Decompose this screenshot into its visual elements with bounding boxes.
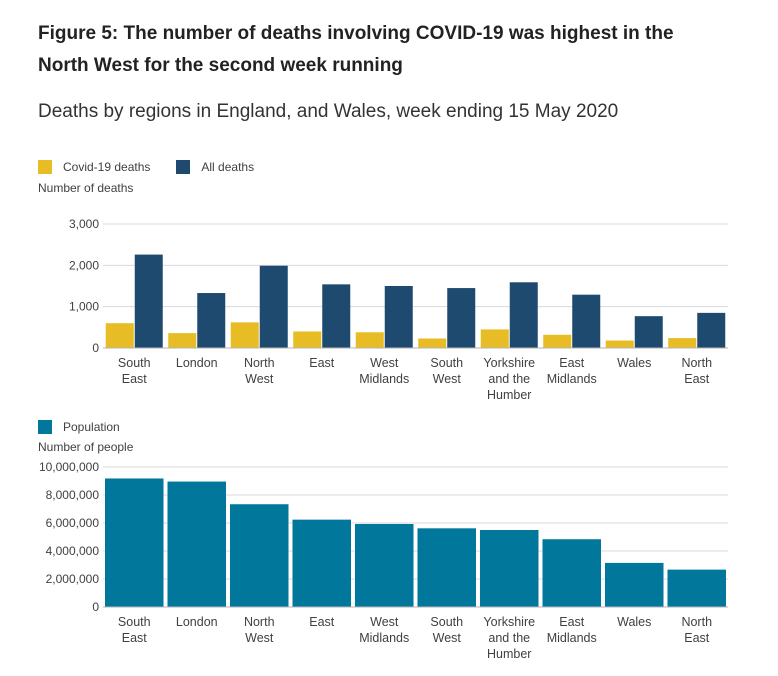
legend-label-covid: Covid-19 deaths bbox=[63, 160, 151, 174]
population-y-axis-label: Number of people bbox=[38, 440, 134, 454]
x-tick-label: South East bbox=[118, 615, 151, 645]
x-tick-label: London bbox=[176, 356, 218, 370]
x-tick-label: North West bbox=[244, 356, 275, 386]
bar-population-north-west bbox=[230, 504, 289, 607]
x-tick-label: South West bbox=[430, 615, 463, 645]
bar-covid-19-deaths-london bbox=[168, 333, 197, 348]
legend-swatch-all-deaths bbox=[176, 160, 191, 174]
legend-label-all-deaths: All deaths bbox=[201, 160, 255, 174]
x-tick-label: South West bbox=[430, 356, 463, 386]
y-tick-label: 2,000 bbox=[69, 258, 99, 272]
bar-population-south-west bbox=[417, 528, 476, 607]
x-tick-label: East Midlands bbox=[547, 615, 597, 645]
bar-all-deaths-west-midlands bbox=[384, 286, 413, 348]
x-tick-label: North East bbox=[681, 356, 712, 386]
x-tick-label: East Midlands bbox=[547, 356, 597, 386]
bar-all-deaths-east-midlands bbox=[572, 294, 601, 348]
bar-all-deaths-south-east bbox=[134, 254, 163, 348]
y-tick-label: 2,000,000 bbox=[46, 572, 100, 586]
x-tick-label: South East bbox=[118, 356, 151, 386]
bar-all-deaths-north-east bbox=[697, 312, 726, 348]
x-tick-label: Yorkshire and the Humber bbox=[483, 615, 535, 661]
bar-population-south-east bbox=[105, 478, 164, 607]
x-tick-label: Yorkshire and the Humber bbox=[483, 356, 535, 402]
y-tick-label: 3,000 bbox=[69, 217, 99, 231]
bar-covid-19-deaths-north-west bbox=[230, 322, 259, 348]
bar-covid-19-deaths-east-midlands bbox=[543, 334, 572, 348]
bar-population-london bbox=[167, 481, 226, 607]
figure-subtitle: Deaths by regions in England, and Wales,… bbox=[38, 101, 619, 122]
x-tick-label: West Midlands bbox=[359, 615, 409, 645]
x-tick-label: North East bbox=[681, 615, 712, 645]
y-tick-label: 0 bbox=[92, 600, 99, 614]
x-tick-label: North West bbox=[244, 615, 275, 645]
y-tick-label: 0 bbox=[92, 341, 99, 355]
legend-swatch-population bbox=[38, 420, 52, 434]
bar-population-east-midlands bbox=[542, 539, 601, 607]
bar-covid-19-deaths-yorkshire-and-the-humber bbox=[480, 329, 509, 348]
y-tick-label: 6,000,000 bbox=[46, 516, 100, 530]
deaths-chart: 0 1,000 2,000 3,000 South East London North West… bbox=[69, 217, 728, 402]
population-chart: 0 2,000,000 4,000,000 6,000,000 8,000,000 10,… bbox=[39, 460, 728, 661]
y-tick-label: 1,000 bbox=[69, 300, 99, 314]
population-legend: Population bbox=[38, 420, 146, 434]
bar-all-deaths-wales bbox=[634, 316, 663, 348]
x-tick-label: West Midlands bbox=[359, 356, 409, 386]
y-tick-label: 8,000,000 bbox=[46, 488, 100, 502]
bar-covid-19-deaths-south-west bbox=[418, 338, 447, 348]
y-tick-label: 4,000,000 bbox=[46, 544, 100, 558]
bar-all-deaths-south-west bbox=[447, 288, 476, 348]
bar-population-north-east bbox=[667, 569, 726, 607]
bar-covid-19-deaths-north-east bbox=[668, 338, 697, 348]
y-tick-label: 10,000,000 bbox=[39, 460, 99, 474]
deaths-legend: Covid-19 deaths All deaths bbox=[38, 160, 280, 174]
bar-all-deaths-east bbox=[322, 284, 351, 348]
bar-population-west-midlands bbox=[355, 523, 414, 607]
bar-population-east bbox=[292, 519, 351, 607]
legend-item-population: Population bbox=[38, 420, 120, 434]
bar-all-deaths-yorkshire-and-the-humber bbox=[509, 282, 538, 348]
legend-swatch-covid bbox=[38, 160, 52, 174]
figure-title: Figure 5: The number of deaths involving… bbox=[38, 23, 674, 76]
bar-all-deaths-london bbox=[197, 293, 226, 348]
x-tick-label: East bbox=[309, 356, 335, 370]
x-tick-label: London bbox=[176, 615, 218, 629]
bar-population-yorkshire-and-the-humber bbox=[480, 530, 539, 607]
x-tick-label: Wales bbox=[617, 356, 651, 370]
bar-covid-19-deaths-wales bbox=[605, 340, 634, 348]
deaths-y-axis-label: Number of deaths bbox=[38, 181, 134, 195]
x-tick-label: Wales bbox=[617, 615, 651, 629]
bar-covid-19-deaths-west-midlands bbox=[355, 332, 384, 348]
bar-covid-19-deaths-south-east bbox=[105, 323, 134, 348]
bar-all-deaths-north-west bbox=[259, 265, 288, 348]
legend-item-covid: Covid-19 deaths bbox=[38, 160, 150, 174]
legend-item-all-deaths: All deaths bbox=[176, 160, 254, 174]
legend-label-population: Population bbox=[63, 420, 120, 434]
x-tick-label: East bbox=[309, 615, 335, 629]
bar-population-wales bbox=[605, 562, 664, 607]
bar-covid-19-deaths-east bbox=[293, 331, 322, 348]
